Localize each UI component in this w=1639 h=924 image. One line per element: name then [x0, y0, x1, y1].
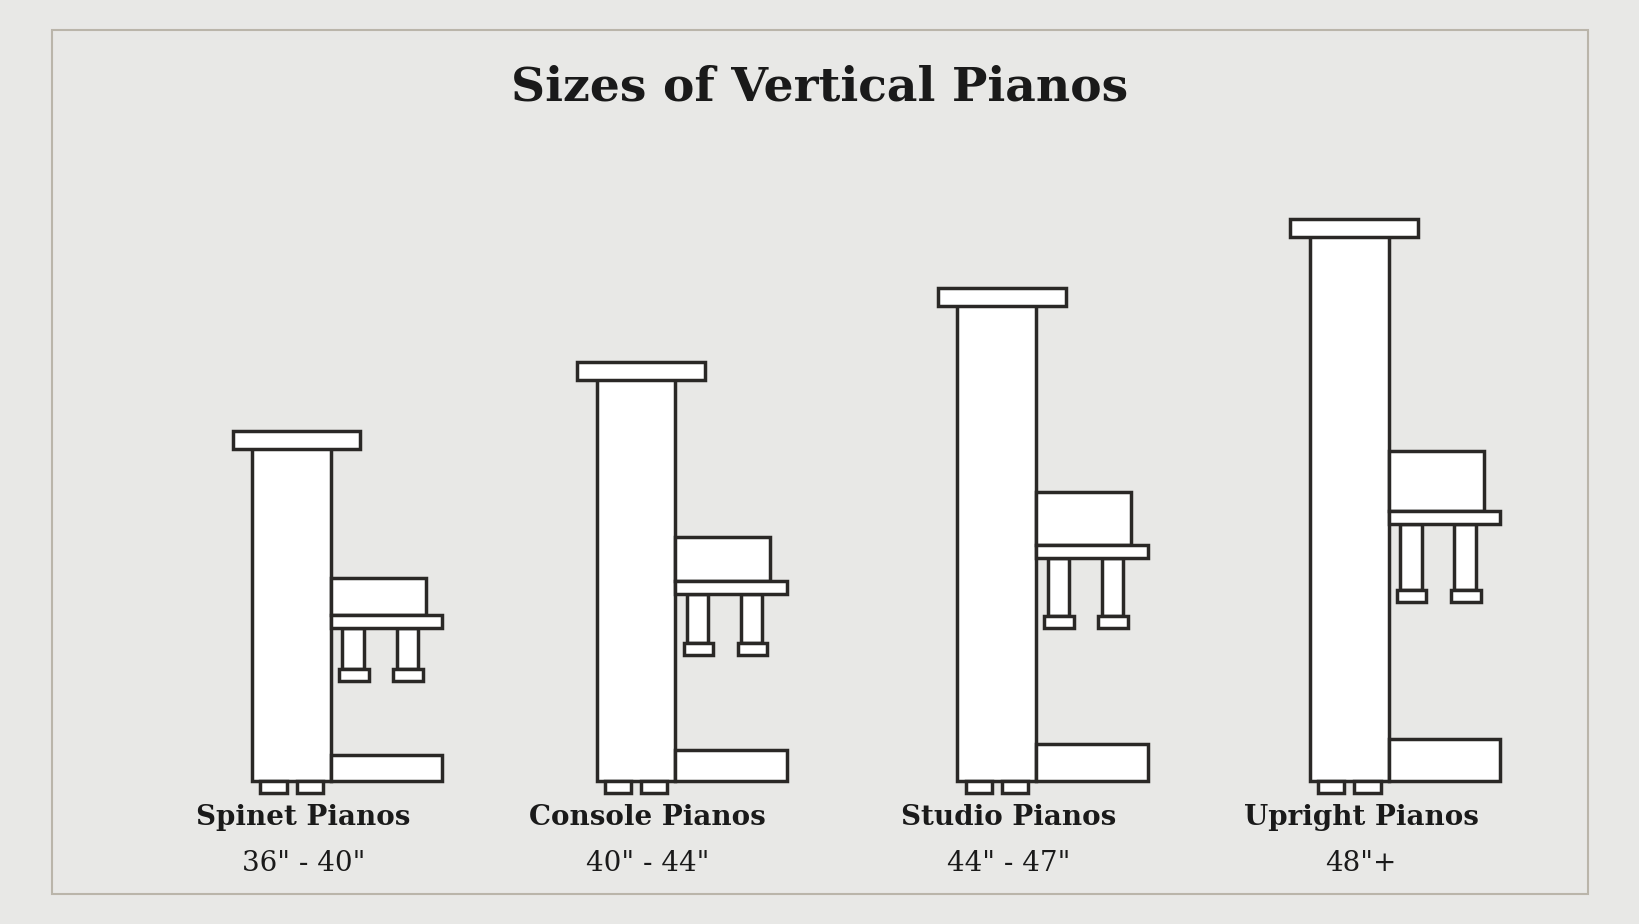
Bar — [687, 594, 708, 643]
Bar — [343, 627, 364, 669]
Bar — [957, 299, 1036, 781]
Bar — [1101, 558, 1123, 616]
Bar — [252, 443, 331, 781]
Text: 48"+: 48"+ — [1324, 850, 1396, 878]
Bar — [1098, 616, 1128, 628]
Bar — [741, 594, 762, 643]
Bar — [297, 781, 323, 793]
Bar — [393, 669, 423, 681]
Bar — [1318, 781, 1344, 793]
Bar — [1290, 219, 1418, 237]
Bar — [675, 750, 787, 781]
Bar — [331, 578, 426, 614]
Bar — [1388, 451, 1483, 511]
Bar — [1047, 558, 1069, 616]
Bar — [675, 581, 787, 594]
Bar — [683, 643, 713, 655]
Bar — [1451, 590, 1480, 602]
Bar — [1354, 781, 1380, 793]
Bar — [605, 781, 631, 793]
Bar — [1388, 511, 1500, 524]
Bar — [1396, 590, 1426, 602]
Bar — [738, 643, 767, 655]
Bar — [577, 362, 705, 381]
Text: Spinet Pianos: Spinet Pianos — [197, 804, 410, 832]
Bar — [1036, 745, 1147, 781]
Bar — [597, 374, 675, 781]
Bar — [1310, 231, 1388, 781]
Text: 36" - 40": 36" - 40" — [241, 850, 365, 878]
Text: 44" - 47": 44" - 47" — [946, 850, 1070, 878]
Text: Studio Pianos: Studio Pianos — [900, 804, 1116, 832]
Text: Upright Pianos: Upright Pianos — [1242, 804, 1478, 832]
Bar — [331, 614, 443, 627]
Bar — [1044, 616, 1074, 628]
Bar — [261, 781, 287, 793]
Bar — [1454, 524, 1475, 590]
Bar — [1001, 781, 1028, 793]
Bar — [641, 781, 667, 793]
Text: Sizes of Vertical Pianos: Sizes of Vertical Pianos — [511, 65, 1128, 111]
Bar — [339, 669, 369, 681]
Bar — [965, 781, 992, 793]
Bar — [675, 537, 770, 581]
Text: 40" - 44": 40" - 44" — [585, 850, 710, 878]
Bar — [233, 431, 361, 449]
Bar — [397, 627, 418, 669]
Text: Console Pianos: Console Pianos — [529, 804, 765, 832]
Bar — [1400, 524, 1421, 590]
Bar — [1036, 544, 1147, 558]
Bar — [331, 755, 443, 781]
Bar — [1388, 739, 1500, 781]
Bar — [1036, 492, 1131, 545]
Bar — [938, 287, 1065, 306]
